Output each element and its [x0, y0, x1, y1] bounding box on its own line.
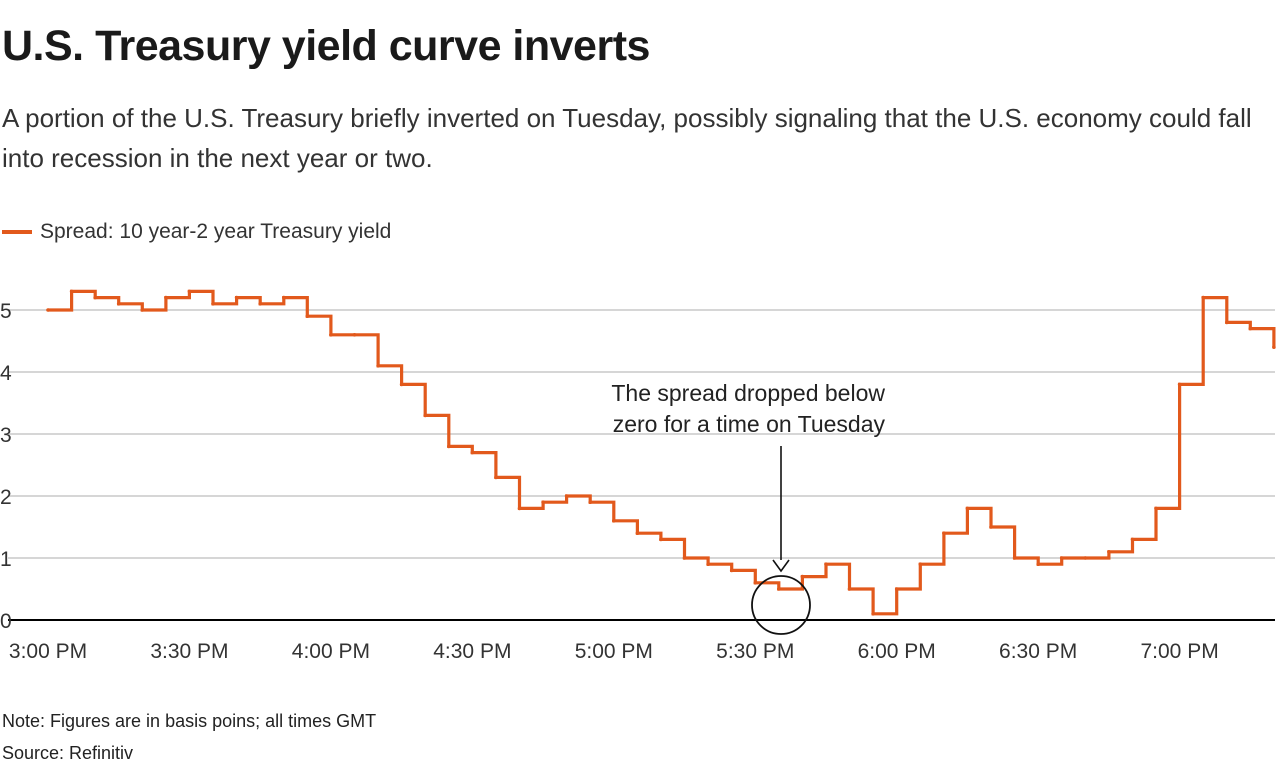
data-point [1272, 345, 1276, 349]
data-point [1248, 326, 1253, 331]
data-point [211, 302, 215, 306]
x-tick-label: 4:00 PM [292, 640, 370, 663]
x-tick-label: 7:00 PM [1140, 640, 1218, 663]
data-point [989, 525, 993, 529]
data-point [612, 519, 616, 523]
data-point [729, 568, 734, 573]
chart-subtitle: A portion of the U.S. Treasury briefly i… [2, 103, 1252, 173]
x-tick-label: 6:30 PM [999, 640, 1077, 663]
annotation-arrowhead [772, 559, 790, 573]
data-point [918, 562, 923, 566]
data-point [942, 531, 946, 535]
y-axis-ticks: 0 1 2 3 4 5 [0, 300, 12, 633]
line-chart: 0 1 2 3 4 5 3:00 PM 3:30 PM 4:00 PM 4:30 PM 5:00 … [0, 289, 1276, 663]
annotation-text: The spread dropped below [611, 380, 885, 406]
data-point [894, 587, 899, 591]
y-tick-label: 0 [0, 610, 12, 633]
y-tick-label: 2 [0, 486, 12, 509]
data-point [871, 612, 875, 616]
data-point [1083, 556, 1088, 560]
data-point [588, 500, 592, 504]
data-point [447, 444, 451, 449]
x-tick-label: 3:30 PM [150, 640, 228, 663]
data-point [706, 562, 710, 566]
data-point [1177, 382, 1182, 387]
data-point [494, 475, 498, 480]
data-point [1107, 550, 1111, 554]
x-tick-label: 5:00 PM [575, 640, 653, 663]
data-point [659, 537, 663, 542]
data-point [234, 295, 239, 300]
data-point [116, 302, 121, 306]
data-point [1225, 320, 1229, 325]
data-point [376, 364, 380, 368]
legend-swatch [2, 230, 32, 234]
legend-label: Spread: 10 year-2 year Treasury yield [40, 220, 392, 243]
x-tick-label: 6:00 PM [858, 640, 936, 663]
data-point [305, 314, 310, 318]
chart-title: U.S. Treasury yield curve inverts [2, 22, 650, 70]
data-point [564, 494, 569, 498]
data-point [352, 333, 357, 337]
data-point [423, 413, 428, 418]
y-tick-label: 1 [0, 548, 12, 571]
data-point [46, 308, 50, 312]
y-tick-label: 4 [0, 362, 12, 385]
data-point [1012, 556, 1017, 560]
gridlines [8, 309, 1275, 621]
data-point [753, 581, 758, 585]
data-point [164, 295, 168, 300]
data-point [800, 574, 805, 579]
series-group [46, 289, 1276, 616]
data-point [517, 506, 522, 511]
data-point [541, 500, 545, 504]
data-point [258, 302, 263, 306]
annotation-circle [751, 575, 811, 635]
source-credit: Source: Refinitiv [2, 743, 134, 763]
data-point [187, 289, 192, 294]
data-point [399, 382, 404, 387]
data-point [682, 556, 687, 560]
data-point [1059, 556, 1064, 560]
data-point [635, 531, 640, 535]
x-tick-label: 5:30 PM [716, 640, 794, 663]
data-point [965, 506, 970, 511]
data-point [1036, 562, 1040, 566]
data-point [1154, 506, 1158, 511]
annotation-text: zero for a time on Tuesday [613, 411, 886, 437]
footnote: Note: Figures are in basis poins; all ti… [2, 711, 377, 731]
legend: Spread: 10 year-2 year Treasury yield [2, 220, 391, 244]
x-tick-label: 4:30 PM [433, 640, 511, 663]
data-point [140, 308, 145, 312]
data-point [470, 450, 475, 455]
data-point [1201, 295, 1205, 300]
series-line [48, 289, 1276, 616]
data-point [282, 295, 286, 300]
data-point [824, 562, 828, 566]
x-axis-ticks: 3:00 PM 3:30 PM 4:00 PM 4:30 PM 5:00 PM 5:30 … [9, 640, 1219, 663]
data-point [777, 587, 781, 591]
annotation-group: The spread dropped below zero for a time … [611, 380, 886, 635]
data-point [847, 587, 852, 591]
y-tick-label: 5 [0, 300, 12, 323]
data-point [1130, 537, 1135, 542]
x-tick-label: 3:00 PM [9, 640, 87, 663]
data-point [69, 289, 74, 294]
y-tick-label: 3 [0, 424, 12, 447]
data-point [93, 295, 97, 300]
data-point [329, 333, 333, 337]
